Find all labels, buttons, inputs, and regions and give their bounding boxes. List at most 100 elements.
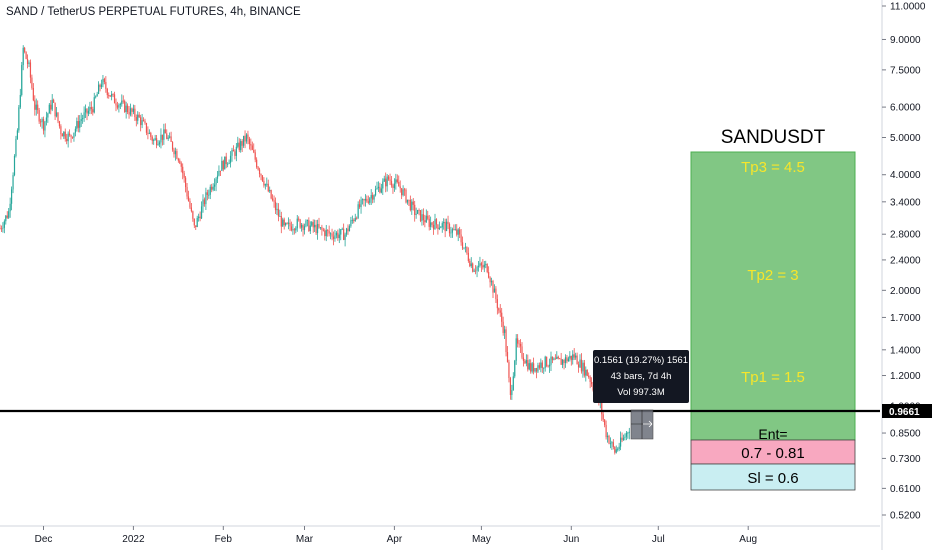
candle-body: [414, 204, 416, 215]
candle-body: [95, 96, 97, 98]
candle-body: [508, 362, 510, 379]
candle-body: [161, 134, 163, 140]
candle-body: [475, 270, 477, 272]
candle-body: [620, 437, 622, 447]
candle-body: [450, 232, 452, 234]
candle-body: [302, 224, 304, 231]
candle-body: [190, 207, 192, 212]
candle-body: [264, 184, 266, 186]
candle-body: [183, 173, 185, 178]
candle-body: [334, 235, 336, 239]
candle-body: [576, 355, 578, 365]
candle-body: [208, 194, 210, 196]
tp1-label: Tp1 = 1.5: [741, 369, 805, 386]
candle-body: [225, 156, 227, 165]
candle-body: [360, 199, 362, 208]
candle-body: [611, 442, 613, 444]
candle-body: [279, 216, 281, 217]
candle-body: [48, 104, 50, 114]
candle-body: [327, 230, 329, 231]
candle-body: [456, 229, 458, 235]
measure-tooltip-bars: 43 bars, 7d 4h: [611, 371, 672, 382]
candle-body: [47, 113, 49, 118]
candle-body: [69, 133, 71, 135]
candle-body: [6, 215, 8, 218]
candle-body: [8, 211, 10, 218]
position-box[interactable]: SANDUSDT Tp3 = 4.5 Tp2 = 3 Tp1 = 1.5 Ent= 0.7…: [690, 127, 856, 491]
candle-body: [238, 142, 240, 151]
tp3-label: Tp3 = 4.5: [741, 159, 805, 176]
entry-range-label: 0.7 - 0.81: [741, 445, 804, 462]
candle-body: [417, 210, 419, 214]
candle-body: [338, 234, 340, 239]
candle-body: [398, 181, 400, 187]
candle-body: [24, 47, 26, 52]
candle-body: [579, 359, 581, 368]
candle-body: [408, 199, 410, 201]
candle-body: [382, 181, 384, 189]
candle-body: [427, 215, 429, 219]
candle-body: [214, 184, 216, 187]
candle-body: [137, 114, 139, 121]
candle-body: [276, 208, 278, 211]
y-tick-label: 9.0000: [890, 35, 921, 46]
price-line-value: 0.9661: [889, 407, 920, 418]
candle-body: [102, 78, 104, 85]
candle-body: [150, 132, 152, 137]
candle-body: [517, 338, 519, 344]
candle-body: [472, 263, 474, 272]
candle-body: [537, 365, 539, 372]
candle-body: [451, 229, 453, 233]
candle-body: [42, 118, 45, 131]
candle-body: [331, 233, 333, 237]
candle-body: [277, 208, 279, 217]
candle-body: [522, 357, 525, 361]
take-profit-zone: [690, 151, 856, 441]
time-axis[interactable]: Dec 2022 Feb Mar Apr May Jun Jul Aug: [0, 525, 880, 545]
candle-body: [31, 77, 33, 88]
candle-body: [198, 216, 200, 218]
candle-body: [258, 169, 261, 175]
candle-body: [84, 108, 87, 113]
candle-body: [328, 230, 330, 234]
candle-body: [309, 225, 311, 232]
candle-body: [325, 230, 327, 237]
x-tick-label: Feb: [215, 534, 233, 545]
candle-body: [267, 183, 269, 192]
candle-body: [141, 120, 143, 126]
candle-body: [316, 223, 319, 234]
candle-body: [219, 170, 221, 172]
candle-body: [374, 189, 377, 196]
candle-body: [35, 104, 37, 110]
candle-body: [124, 100, 126, 112]
candle-body: [411, 201, 413, 211]
candle-body: [15, 138, 17, 156]
candle-body: [301, 224, 303, 228]
x-tick-label: Apr: [387, 534, 403, 545]
candle-body: [479, 263, 481, 266]
candle-body: [473, 270, 475, 272]
candle-body: [432, 224, 435, 230]
candle-body: [557, 356, 559, 359]
candle-body: [285, 222, 287, 226]
candle-body: [115, 103, 117, 106]
candle-body: [559, 358, 561, 360]
candle-body: [221, 160, 223, 171]
measure-tool[interactable]: 0.1561 (19.27%) 1561 43 bars, 7d 4h Vol 99…: [593, 350, 689, 440]
price-axis[interactable]: 11.0000 9.0000 7.5000 6.0000 5.0000 4.0000 3.4…: [881, 0, 932, 550]
candle-body: [240, 141, 242, 151]
entry-label: Ent=: [758, 426, 787, 442]
candle-body: [335, 232, 337, 236]
candle-body: [361, 199, 364, 200]
candle-body: [199, 216, 201, 219]
candle-body: [185, 177, 187, 188]
candle-body: [446, 221, 448, 232]
candle-body: [9, 203, 11, 212]
candle-body: [5, 215, 7, 222]
candle-body: [128, 112, 130, 115]
candle-body: [550, 356, 552, 365]
candle-body: [256, 159, 258, 168]
candle-body: [425, 215, 427, 223]
candle-body: [359, 204, 361, 208]
